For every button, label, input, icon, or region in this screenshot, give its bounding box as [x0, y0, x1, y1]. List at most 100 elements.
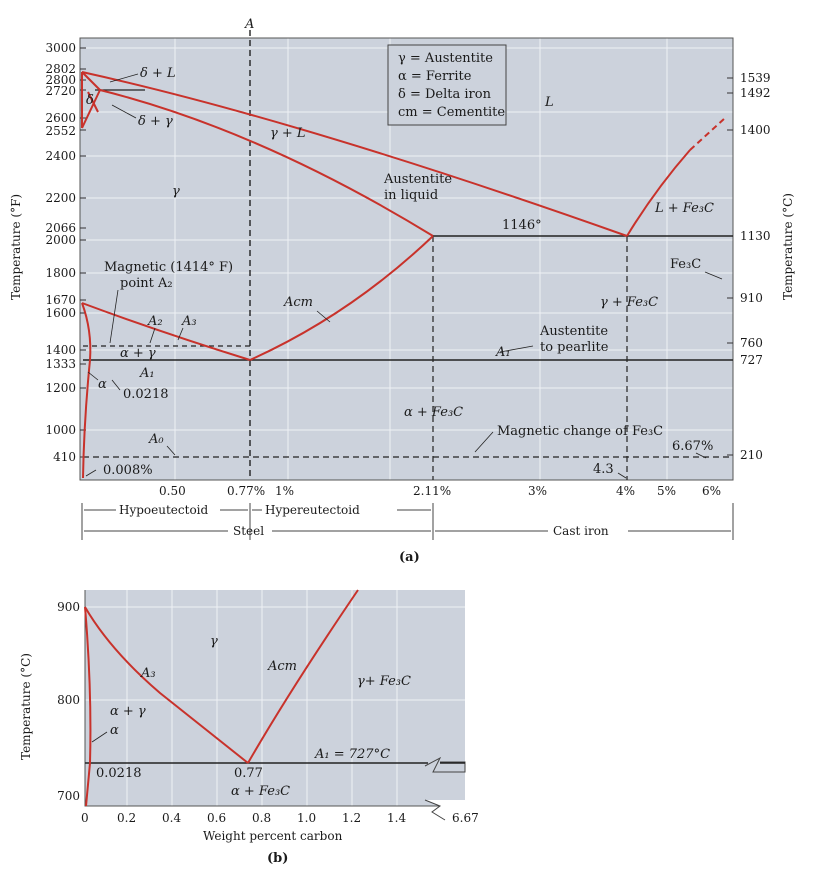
- label-austenite-pearlite-1: Austentite: [539, 324, 608, 339]
- label-L-Fe3C: L + Fe₃C: [654, 201, 714, 216]
- legend-box: [387, 44, 507, 126]
- xtick-b-10: 1.0: [297, 811, 316, 825]
- acm-line-b: [247, 589, 359, 764]
- tick-3000: 3000: [45, 41, 76, 55]
- xtick-b-04: 0.4: [162, 811, 181, 825]
- figure-b: 900 800 700 0 0.2 0.4 0.6 0.8 1.0 1.2 1.…: [19, 589, 479, 866]
- tick-1539: 1539: [740, 71, 771, 85]
- label-1146: 1146°: [502, 218, 542, 233]
- label-b-A3: A₃: [140, 666, 156, 681]
- legend-cementite: cm = Cementite: [398, 105, 505, 120]
- tick-910: 910: [740, 291, 763, 305]
- label-A3: A₃: [181, 314, 197, 329]
- xtick-5: 5%: [657, 484, 676, 498]
- phase-boundaries-b: [84, 589, 359, 807]
- tick-410: 410: [53, 450, 76, 464]
- alpha-solvus-b-lower: [85, 762, 91, 807]
- tick-727: 727: [740, 353, 763, 367]
- label-0218: 0.0218: [123, 387, 169, 402]
- tick-2802: 2802: [45, 62, 76, 76]
- left-axis-title: Temperature (°F): [9, 194, 23, 300]
- xtick-3: 3%: [528, 484, 547, 498]
- label-delta-L: δ + L: [140, 66, 176, 81]
- ytick-900: 900: [57, 600, 80, 614]
- xtick-b-0: 0: [81, 811, 89, 825]
- label-a-top: A: [244, 17, 254, 32]
- label-b-alpha: α: [110, 723, 119, 738]
- label-gamma-L: γ + L: [270, 126, 306, 141]
- tick-1670: 1670: [45, 293, 76, 307]
- tick-1000: 1000: [45, 423, 76, 437]
- xtick-4: 4%: [616, 484, 635, 498]
- tick-2720: 2720: [45, 84, 76, 98]
- label-43: 4.3: [593, 462, 614, 477]
- xtick-b-12: 1.2: [342, 811, 361, 825]
- label-magnetic-2: point A₂: [120, 276, 173, 291]
- label-b-077: 0.77: [234, 766, 263, 781]
- label-austenite-liquid-1: Austentite: [383, 172, 452, 187]
- xtick-1: 1%: [275, 484, 294, 498]
- acm-line: [249, 235, 434, 361]
- xtick-211: 2.11%: [413, 484, 451, 498]
- axes-b: [84, 590, 465, 807]
- label-A2: A₂: [147, 314, 163, 329]
- legend-ferrite: α = Ferrite: [398, 69, 472, 84]
- right-tick-labels: 1539 1492 1400 1130 910 760 727 210: [740, 71, 771, 462]
- label-b-alpha-gamma: α + γ: [110, 704, 146, 719]
- label-A0: A₀: [148, 432, 164, 447]
- label-delta-gamma: δ + γ: [138, 114, 173, 129]
- label-Acm: Acm: [283, 295, 313, 310]
- label-magnetic-1: Magnetic (1414° F): [104, 260, 233, 275]
- leader-lines-a: [85, 73, 723, 479]
- phase-boundaries-a: [81, 71, 726, 479]
- legend-austenite: γ = Austentite: [398, 51, 493, 66]
- label-L: L: [544, 95, 554, 110]
- label-steel: Steel: [233, 524, 264, 538]
- delta-liquidus: [81, 71, 101, 91]
- tick-2066: 2066: [45, 221, 76, 235]
- label-b-A1: A₁ = 727°C: [314, 747, 390, 762]
- tick-760: 760: [740, 336, 763, 350]
- delta-gamma-boundary-2: [87, 91, 99, 113]
- tick-2000: 2000: [45, 233, 76, 247]
- label-667: 6.67%: [672, 439, 713, 454]
- liquidus-line: [81, 71, 628, 237]
- leader-lines-b: [91, 731, 108, 743]
- label-hypoeutectoid: Hypoeutectoid: [119, 503, 209, 517]
- y-axis-title-b: Temperature (°C): [19, 653, 33, 760]
- tick-1400c: 1400: [740, 123, 771, 137]
- tick-1600: 1600: [45, 306, 76, 320]
- alpha-solvus-upper: [81, 302, 92, 361]
- tick-2200: 2200: [45, 191, 76, 205]
- tick-2552: 2552: [45, 124, 76, 138]
- region-labels-a: δ + L δ δ + γ L γ + L γ Austentite in li…: [86, 66, 714, 478]
- label-magnetic-change: Magnetic change of Fe₃C: [497, 424, 663, 439]
- tick-1333: 1333: [45, 357, 76, 371]
- caption-a: (a): [399, 550, 420, 565]
- y-tick-labels-b: 900 800 700: [57, 600, 80, 803]
- tick-1200: 1200: [45, 381, 76, 395]
- label-b-gamma-Fe3C: γ+ Fe₃C: [357, 674, 411, 689]
- label-hypereutectoid: Hypereutectoid: [265, 503, 360, 517]
- fe3c-liquidus-dashed: [689, 117, 726, 151]
- tick-1130: 1130: [740, 229, 771, 243]
- xtick-b-02: 0.2: [117, 811, 136, 825]
- region-labels-b: γ A₃ Acm γ+ Fe₃C α + γ α A₁ = 727°C 0.02…: [96, 634, 411, 799]
- xtick-b-667: 6.67: [452, 811, 479, 825]
- label-alpha-gamma: α + γ: [120, 346, 156, 361]
- ytick-700: 700: [57, 789, 80, 803]
- x-tick-labels-a: 0.50 0.77% 1% 2.11% 3% 4% 5% 6%: [159, 484, 721, 498]
- xtick-b-08: 0.8: [252, 811, 271, 825]
- left-tick-labels: 3000 2802 2800 2720 2600 2552 2400 2200 …: [45, 41, 76, 464]
- classification-bar: Hypoeutectoid Hypereutectoid Steel Cast …: [81, 503, 734, 540]
- solidus-line: [99, 89, 434, 237]
- caption-b: (b): [267, 851, 288, 866]
- a3-line: [81, 302, 251, 361]
- tick-2800: 2800: [45, 73, 76, 87]
- tick-1400: 1400: [45, 343, 76, 357]
- x-tick-labels-b: 0 0.2 0.4 0.6 0.8 1.0 1.2 1.4 6.67: [81, 811, 479, 825]
- xtick-b-14: 1.4: [387, 811, 406, 825]
- label-gamma-Fe3C: γ + Fe₃C: [600, 295, 658, 310]
- tick-210: 210: [740, 448, 763, 462]
